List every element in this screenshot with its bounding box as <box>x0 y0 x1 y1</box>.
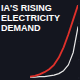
series-line <box>30 27 78 77</box>
tick-mark <box>78 59 80 60</box>
title: IA'S RISINGELECTRICITYDEMAND <box>1 3 60 33</box>
background <box>0 0 80 80</box>
tick-mark <box>78 41 80 42</box>
tick-mark <box>78 5 80 6</box>
tick-mark <box>78 23 80 24</box>
chart: IA'S RISINGELECTRICITYDEMAND <box>0 0 80 80</box>
y-ticks <box>78 5 80 78</box>
tick-mark <box>78 78 80 79</box>
